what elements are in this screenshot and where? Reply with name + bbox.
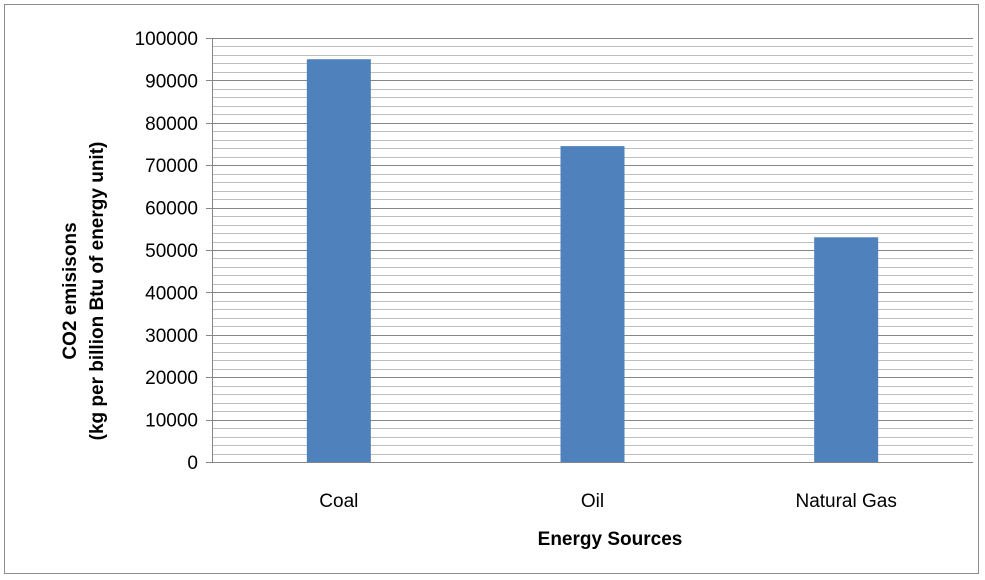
y-tick-label: 70000: [145, 156, 198, 177]
x-tick-label: Oil: [581, 491, 604, 512]
y-tick-label: 100000: [135, 29, 198, 50]
y-tick-label: 80000: [145, 114, 198, 135]
y-axis-title-line-2: (kg per billion Btu of energy unit): [87, 142, 108, 441]
y-tick-label: 60000: [145, 199, 198, 220]
y-tick-label: 0: [187, 453, 198, 474]
y-tick-label: 40000: [145, 283, 198, 304]
y-axis-title-line-1: CO2 emisisons: [60, 222, 81, 359]
y-tick-label: 30000: [145, 326, 198, 347]
bar-oil: [560, 146, 625, 462]
x-tick-labels: Coal Oil Natural Gas: [319, 491, 897, 512]
x-tick-label: Natural Gas: [795, 491, 896, 512]
y-tick-label: 20000: [145, 368, 198, 389]
bars: [306, 59, 879, 462]
bar-natural-gas: [814, 237, 879, 462]
bar-coal: [306, 59, 371, 462]
y-axis-title: CO2 emisisons (kg per billion Btu of ene…: [60, 142, 108, 441]
x-tick-label: Coal: [319, 491, 358, 512]
y-tick-label: 90000: [145, 71, 198, 92]
y-tick-labels: 0 10000 20000 30000 40000 50000 60000 70000 8000…: [135, 29, 212, 474]
y-tick-label: 50000: [145, 241, 198, 262]
x-axis-title: Energy Sources: [538, 529, 683, 550]
axes: [206, 38, 973, 463]
y-tick-label: 10000: [145, 411, 198, 432]
